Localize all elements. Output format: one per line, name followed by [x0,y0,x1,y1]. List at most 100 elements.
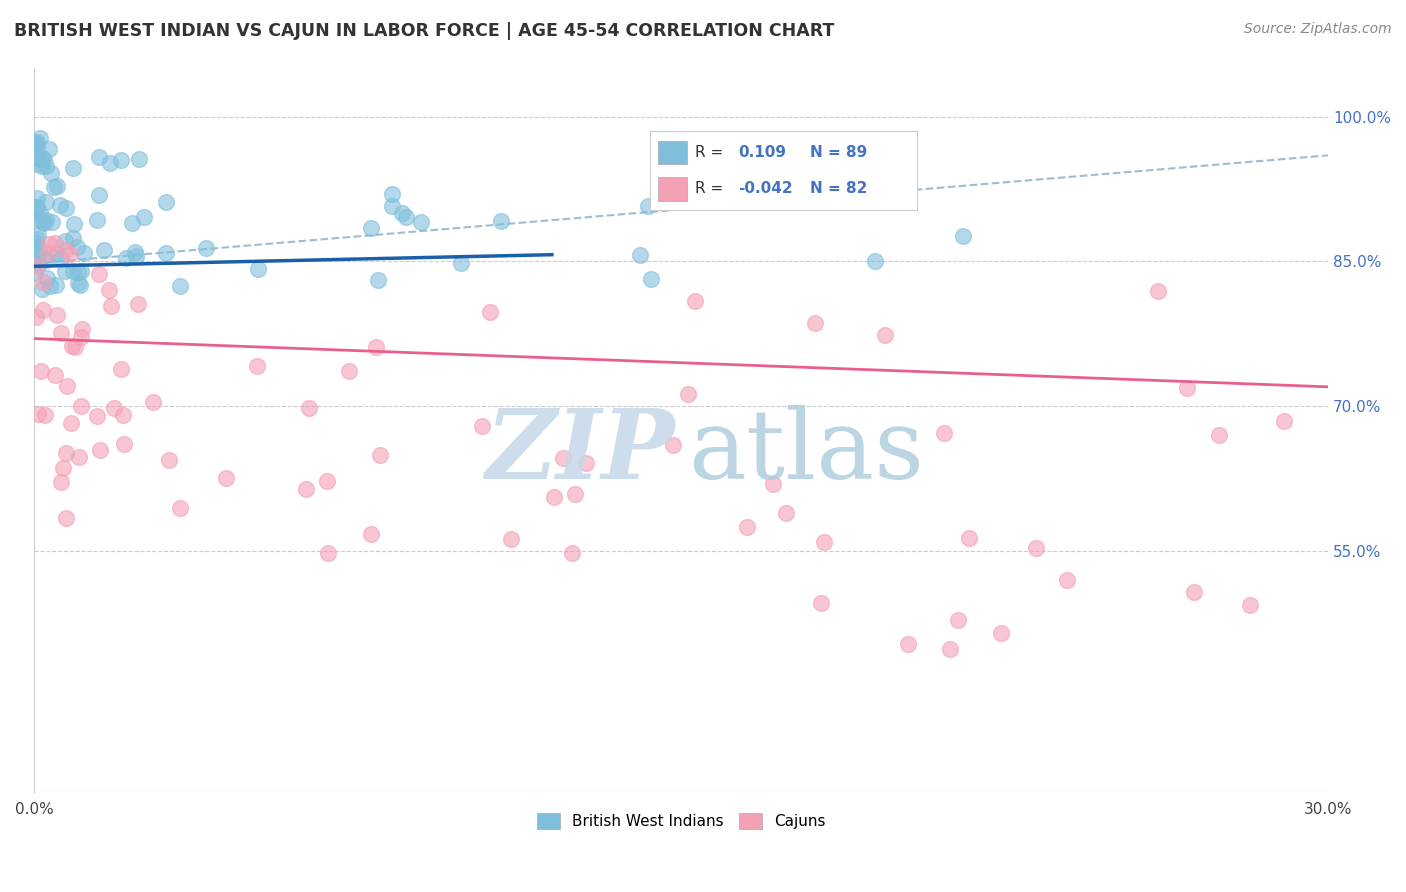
Point [337,364,360,378]
Point [1175,381,1198,395]
Point [44,236,66,251]
Point [35,213,58,227]
Point [30,131,52,145]
Point [28,243,51,257]
Point [35,270,58,285]
Point [897,637,920,651]
Point [25,135,48,149]
Point [38,142,60,156]
Point [1272,414,1295,428]
Point [37,246,59,260]
Point [89,267,111,281]
Point [70,399,93,413]
Point [1147,284,1170,298]
Point [32,275,55,289]
Point [30,206,52,220]
Point [55,243,77,257]
Point [55,511,77,525]
Legend: British West Indians, Cajuns: British West Indians, Cajuns [531,806,832,835]
Point [25,200,48,214]
Point [155,246,177,260]
Point [45,278,67,293]
Point [316,546,339,560]
Point [32,215,55,229]
Point [863,253,886,268]
Point [31,160,53,174]
Point [44,368,66,383]
Point [28,257,51,271]
Point [70,330,93,344]
Point [395,210,418,224]
Point [934,426,956,441]
Point [93,243,115,257]
Point [491,214,513,228]
Point [1056,573,1078,587]
Point [63,217,86,231]
Point [66,240,89,254]
Point [25,151,48,165]
Point [367,273,389,287]
Point [1025,541,1047,556]
Point [60,339,83,353]
Point [89,188,111,202]
Text: atlas: atlas [688,405,924,499]
Point [142,395,165,409]
Point [195,241,218,255]
Point [25,235,48,250]
Point [939,642,962,657]
Point [157,452,180,467]
Point [640,272,662,286]
Point [360,221,382,235]
Point [49,326,72,340]
Point [35,252,58,267]
Point [676,386,699,401]
Point [51,475,73,489]
Point [775,507,797,521]
Point [98,283,121,297]
Point [247,261,270,276]
Point [103,401,125,416]
Point [543,490,565,504]
Point [34,408,56,422]
Text: 0.109: 0.109 [738,145,786,160]
Text: R =: R = [695,145,723,160]
Point [27,407,49,421]
Point [499,532,522,546]
Point [24,136,46,151]
Point [110,362,132,376]
Point [32,302,55,317]
Point [28,213,51,227]
Point [762,477,785,491]
Point [27,227,49,242]
Point [55,446,77,460]
Point [69,278,91,293]
Point [41,166,63,180]
Text: -0.042: -0.042 [738,181,793,196]
Point [67,277,90,291]
Point [957,531,980,545]
Point [128,152,150,166]
Point [63,340,86,354]
Point [32,216,55,230]
Point [52,461,75,475]
Point [575,457,598,471]
Point [32,152,55,166]
Point [89,442,111,457]
Point [24,149,46,163]
Point [450,256,472,270]
Point [804,316,827,330]
Point [124,244,146,259]
Point [1239,598,1261,612]
Point [25,140,48,154]
Point [990,626,1012,640]
Point [62,264,84,278]
Point [25,191,48,205]
Point [111,408,134,422]
Point [28,245,51,260]
Point [683,294,706,309]
Point [169,500,191,515]
Point [946,614,969,628]
Point [53,234,76,248]
Point [46,308,69,322]
Point [59,416,82,430]
